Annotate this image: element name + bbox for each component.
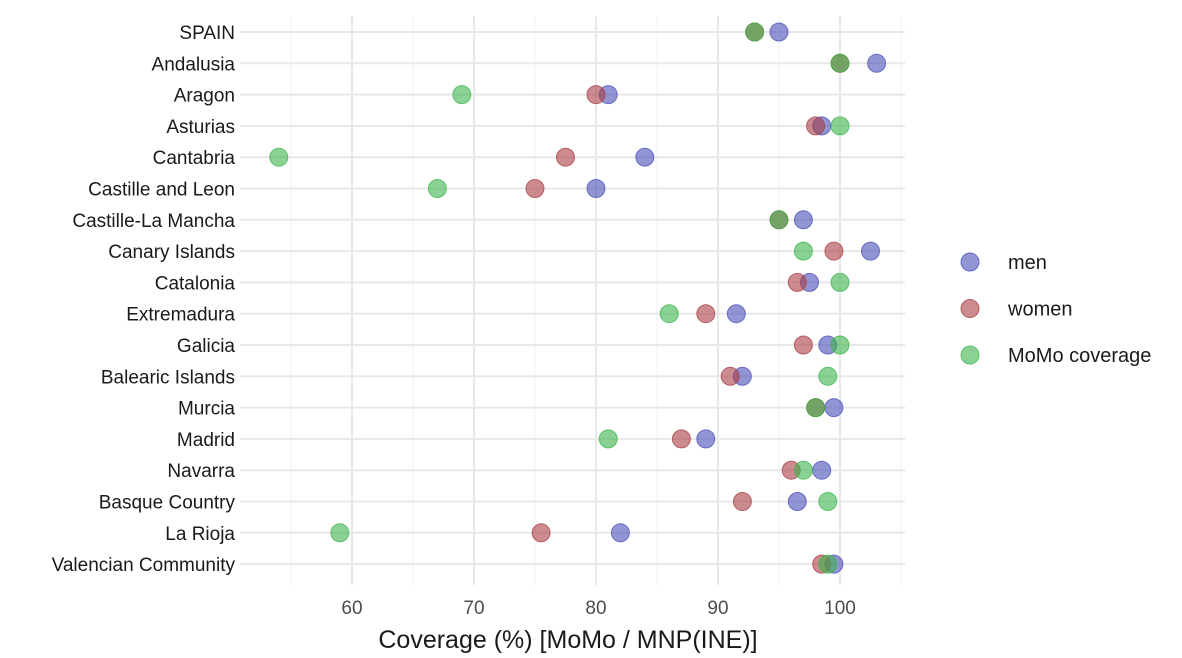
data-point — [818, 554, 838, 574]
data-point — [586, 85, 606, 105]
data-point — [586, 179, 606, 198]
legend-label: men — [1008, 252, 1047, 274]
y-tick-label: Castille and Leon — [88, 180, 235, 201]
data-point — [696, 429, 716, 449]
x-axis-tick-labels: 60 70 80 90 100 — [341, 598, 855, 619]
x-tick-label: 80 — [585, 598, 606, 619]
y-tick-label: Madrid — [177, 430, 235, 451]
data-point — [793, 335, 813, 355]
y-tick-label: SPAIN — [179, 23, 235, 44]
data-points — [269, 22, 887, 574]
data-point — [830, 116, 850, 136]
legend-label: MoMo coverage — [1008, 345, 1151, 367]
data-point — [824, 241, 844, 261]
x-axis-title: Coverage (%) [MoMo / MNP(INE)] — [378, 626, 757, 654]
data-point — [824, 398, 844, 418]
data-point — [769, 22, 789, 42]
data-point — [806, 116, 826, 136]
x-tick-label: 100 — [824, 598, 856, 619]
data-point — [745, 22, 765, 42]
data-point — [830, 272, 850, 292]
data-point — [531, 523, 551, 543]
data-point — [806, 398, 826, 418]
y-tick-label: Galicia — [177, 336, 236, 357]
legend-marker — [960, 299, 980, 318]
y-tick-label: Castille-La Mancha — [72, 211, 235, 232]
y-tick-label: Andalusia — [152, 54, 236, 75]
legend: men women MoMo coverage — [960, 252, 1151, 367]
data-point — [818, 366, 838, 386]
y-tick-label: Basque Country — [99, 493, 236, 514]
data-point — [610, 523, 630, 543]
data-point — [793, 210, 813, 230]
data-point — [830, 53, 850, 73]
data-point — [269, 147, 289, 167]
x-tick-label: 60 — [341, 598, 362, 619]
data-point — [598, 429, 618, 449]
y-tick-label: Valencian Community — [52, 555, 236, 576]
data-point — [818, 492, 838, 511]
data-point — [867, 53, 887, 73]
y-tick-label: Extremadura — [126, 305, 235, 326]
legend-label: women — [1007, 299, 1072, 321]
data-point — [659, 304, 679, 324]
data-point — [635, 147, 655, 167]
legend-marker — [960, 252, 980, 272]
y-tick-label: Balearic Islands — [101, 367, 235, 388]
data-point — [452, 85, 472, 105]
y-tick-label: Catalonia — [155, 273, 236, 294]
data-point — [696, 304, 716, 324]
grid — [240, 16, 905, 585]
y-tick-label: Cantabria — [153, 148, 236, 169]
data-point — [732, 492, 752, 511]
data-point — [720, 366, 740, 386]
data-point — [427, 179, 447, 198]
data-point — [671, 429, 691, 449]
y-tick-label: Asturias — [166, 117, 235, 138]
data-point — [861, 241, 880, 261]
y-tick-label: Canary Islands — [108, 242, 235, 263]
data-point — [769, 210, 789, 230]
data-point — [787, 492, 807, 511]
data-point — [726, 304, 746, 324]
data-point — [787, 272, 807, 292]
data-point — [793, 241, 813, 261]
x-tick-label: 90 — [707, 598, 728, 619]
data-point — [793, 460, 813, 480]
x-tick-label: 70 — [463, 598, 484, 619]
y-tick-label: La Rioja — [165, 524, 235, 545]
y-tick-label: Murcia — [178, 399, 235, 420]
data-point — [812, 460, 832, 480]
data-point — [525, 179, 545, 198]
legend-marker — [960, 345, 980, 365]
data-point — [556, 147, 575, 167]
y-axis-labels: SPAIN Andalusia Aragon Asturias Cantabria Cas… — [52, 23, 236, 576]
y-tick-label: Navarra — [167, 461, 235, 482]
data-point — [330, 523, 350, 543]
data-point — [830, 335, 850, 355]
y-tick-label: Aragon — [174, 86, 235, 107]
